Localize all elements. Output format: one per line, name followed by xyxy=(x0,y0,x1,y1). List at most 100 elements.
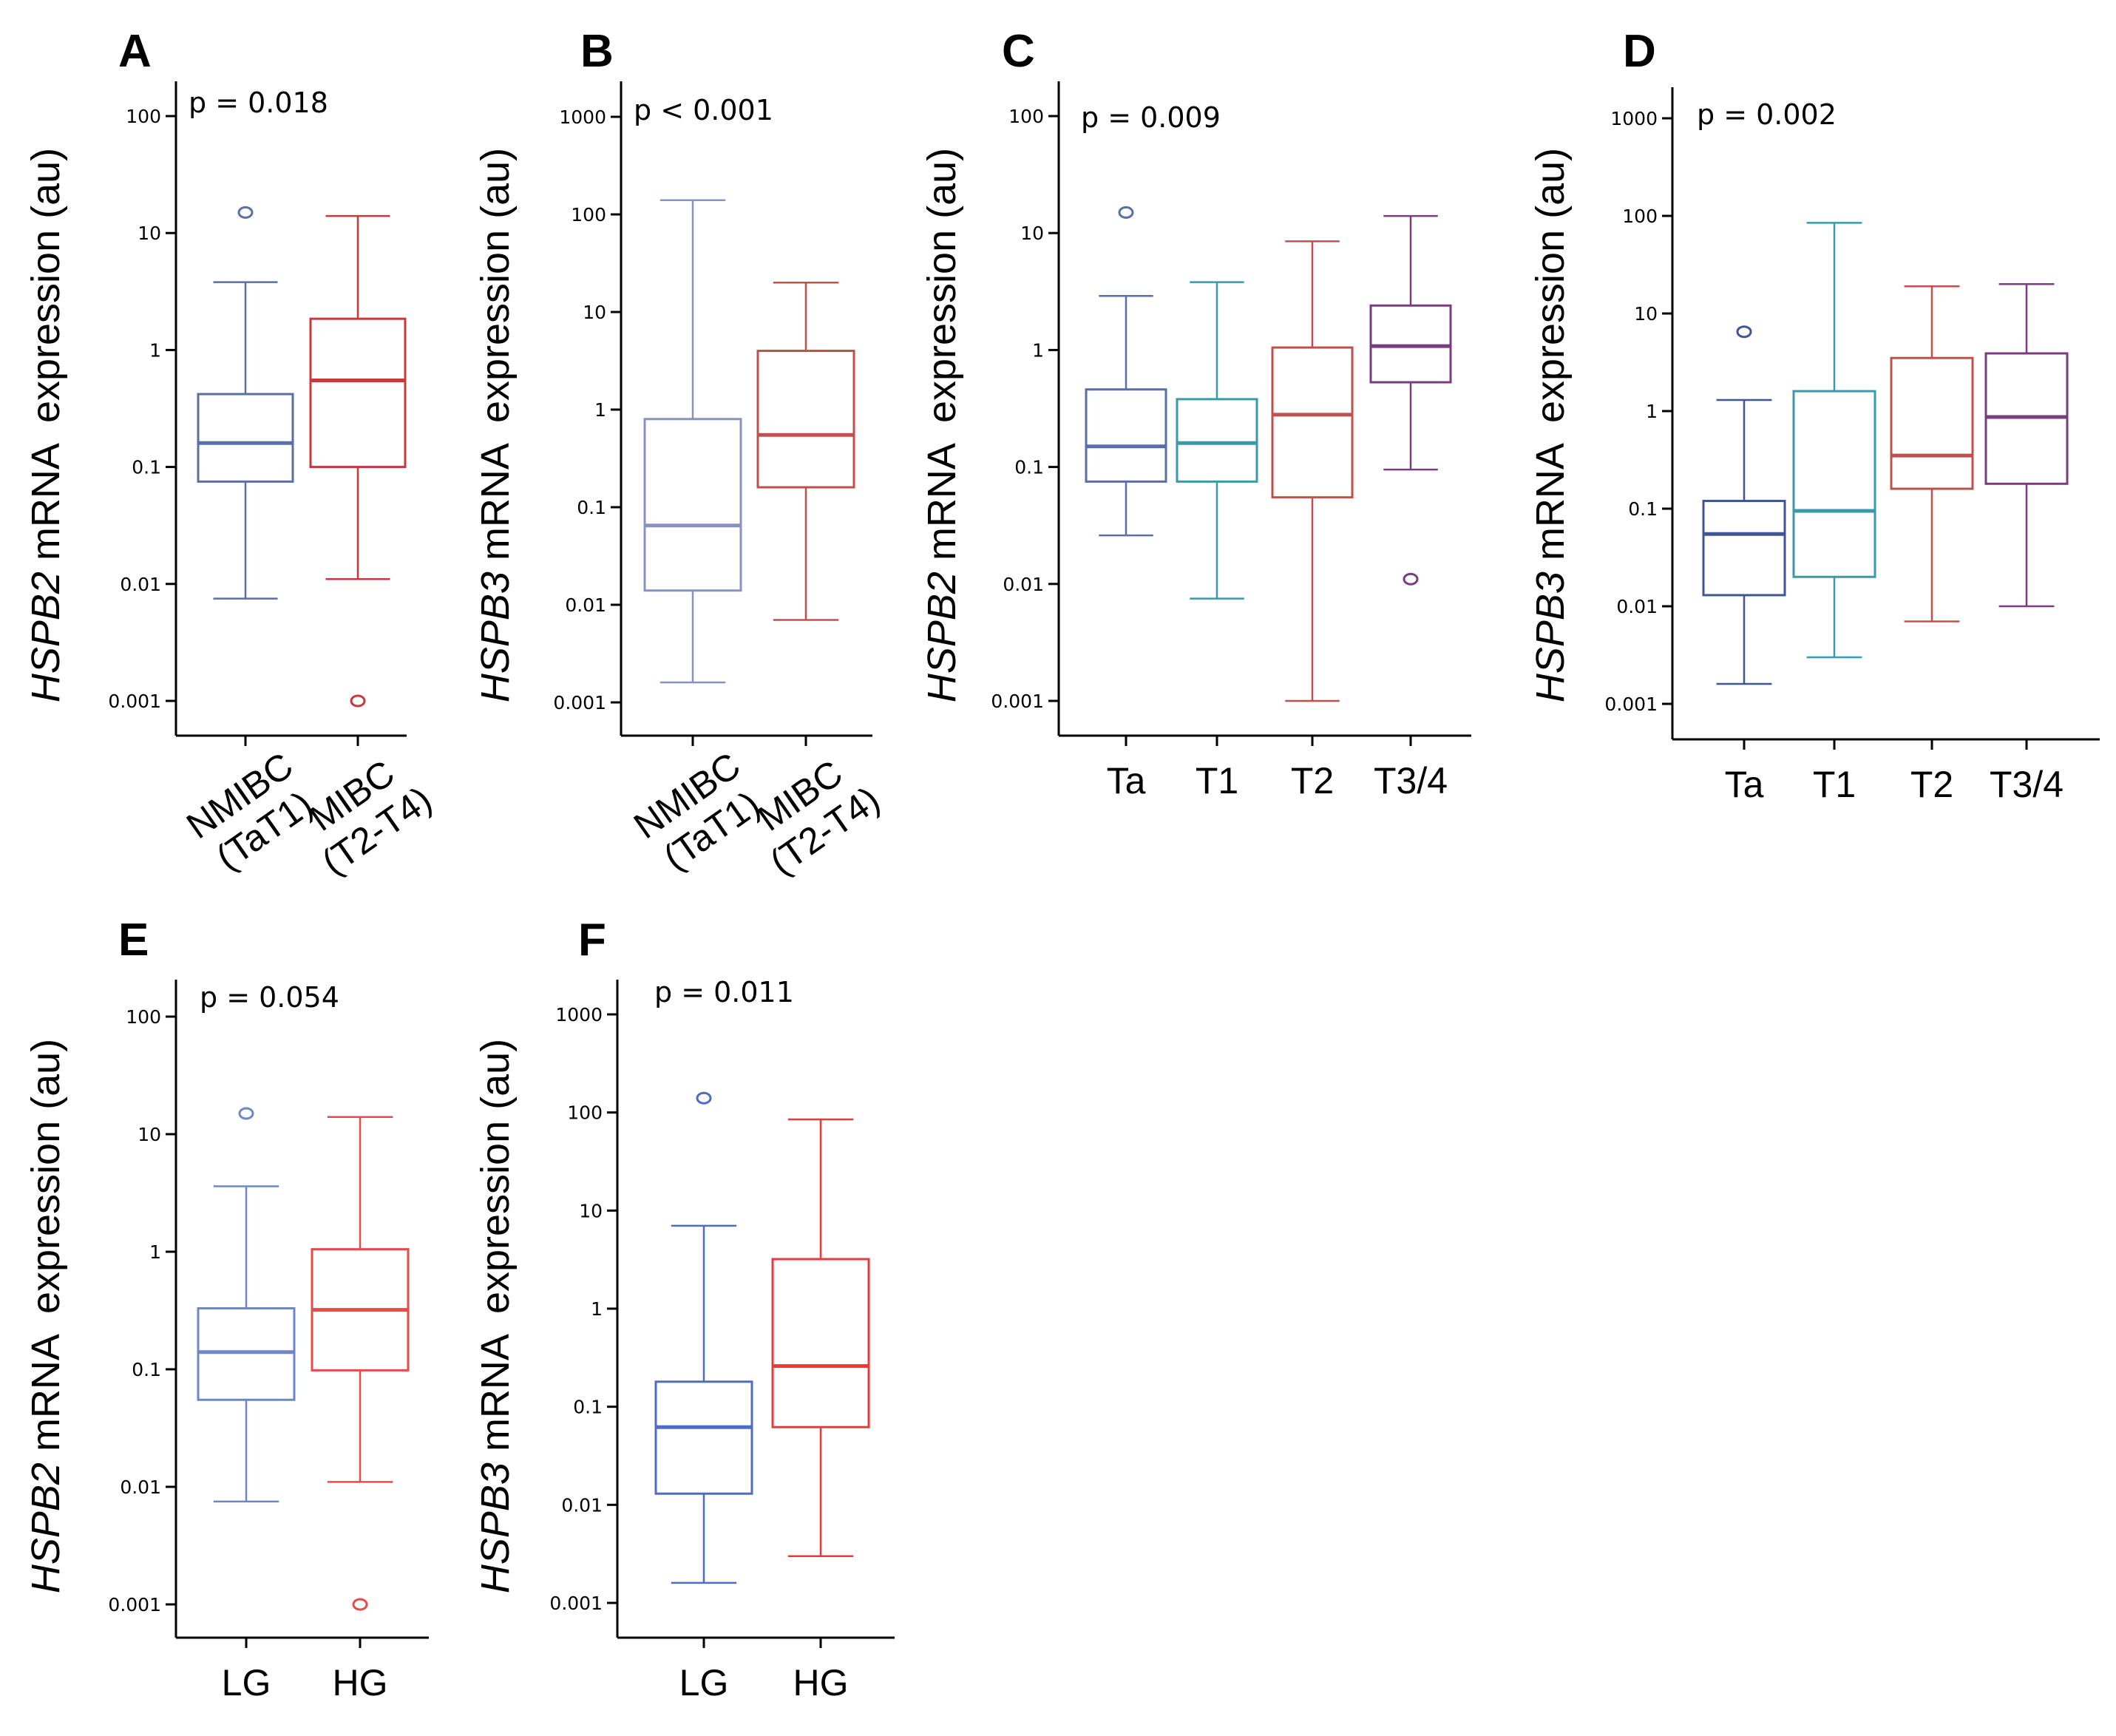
x-category-label: T2 xyxy=(1910,764,1953,805)
y-tick-label: 1000 xyxy=(555,1004,603,1025)
x-category-label: T1 xyxy=(1196,760,1238,801)
y-tick-label: 0.1 xyxy=(577,497,606,518)
y-tick-label: 0.01 xyxy=(1003,574,1044,595)
y-tick-label: 0.01 xyxy=(1616,596,1658,617)
panel-letter: C xyxy=(1002,26,1035,77)
y-axis-label: HSPB3 mRNA expression (au) xyxy=(1528,148,1573,702)
y-tick-label: 1000 xyxy=(559,106,606,128)
y-tick-label: 100 xyxy=(571,204,606,226)
x-category-label: Ta xyxy=(1107,760,1146,801)
x-category-label: T3/4 xyxy=(1990,764,2064,805)
panel-letter: E xyxy=(118,915,149,966)
box-mibc-t2-t4- xyxy=(756,282,855,621)
iqr-box xyxy=(643,418,742,592)
y-tick-label: 0.001 xyxy=(991,691,1044,712)
y-tick-label: 10 xyxy=(583,302,606,323)
y-tick-label: 0.1 xyxy=(1628,498,1658,520)
y-axis-label: HSPB3 mRNA expression (au) xyxy=(473,148,518,702)
box-nmibc-tat1- xyxy=(643,199,742,684)
y-tick-label: 1 xyxy=(591,1298,603,1320)
y-axis-label-gene: HSPB3 xyxy=(1528,572,1573,702)
x-category-label: T3/4 xyxy=(1374,760,1448,801)
y-axis-label-text: mRNA expression (au) xyxy=(24,1039,68,1462)
box-nmibc-tat1- xyxy=(197,206,294,600)
y-axis-label-gene: HSPB2 xyxy=(920,572,964,702)
p-value: p < 0.001 xyxy=(634,94,773,126)
p-value: p = 0.018 xyxy=(189,87,328,119)
outlier-point xyxy=(696,1091,712,1105)
p-value: p = 0.011 xyxy=(654,976,794,1008)
p-value: p = 0.009 xyxy=(1081,101,1221,134)
outlier-point xyxy=(1736,325,1752,339)
y-tick-label: 0.001 xyxy=(553,692,606,713)
panel-e: E 0.001 0.01 0.1 1 10 100 p = 0.054 HSPB2 mRNA e… xyxy=(24,915,429,1703)
iqr-box xyxy=(771,1258,870,1428)
x-category-label: T1 xyxy=(1813,764,1856,805)
y-tick-label: 100 xyxy=(1008,106,1044,127)
outlier-point xyxy=(350,694,366,708)
iqr-box xyxy=(1702,500,1786,597)
x-category-label: HG xyxy=(793,1662,849,1703)
panel-letter: B xyxy=(580,26,614,77)
x-category-label: T2 xyxy=(1291,760,1334,801)
box-t1 xyxy=(1176,281,1258,600)
y-axis-label: HSPB2 mRNA expression (au) xyxy=(24,148,68,702)
iqr-box xyxy=(1369,304,1452,384)
y-axis-label-text: mRNA expression (au) xyxy=(473,148,518,572)
iqr-box xyxy=(1085,388,1167,483)
y-tick-label: 0.01 xyxy=(120,1476,161,1498)
x-category-label: NMIBC(TaT1) xyxy=(179,745,325,882)
y-axis-label-text: mRNA expression (au) xyxy=(1528,148,1573,572)
y-axis-label: HSPB2 mRNA expression (au) xyxy=(24,1039,68,1593)
box-ta xyxy=(1702,325,1786,685)
y-tick-label: 10 xyxy=(1020,223,1044,244)
y-tick-label: 0.001 xyxy=(108,691,161,712)
box-lg xyxy=(654,1091,753,1584)
y-tick-label: 0.1 xyxy=(132,457,161,478)
box-t1 xyxy=(1792,222,1876,659)
y-tick-label: 0.001 xyxy=(108,1594,161,1615)
x-category-label: MIBC(T2-T4) xyxy=(738,743,887,883)
y-tick-label: 1 xyxy=(149,339,161,361)
y-tick-label: 100 xyxy=(567,1102,603,1124)
outlier-point xyxy=(352,1598,368,1611)
y-tick-label: 0.1 xyxy=(1014,457,1044,478)
box-t2 xyxy=(1271,240,1354,702)
panel-d: D 0.001 0.01 0.1 1 10 100 1000 p = 0.002 HSPB3 mR… xyxy=(1528,26,2100,805)
box-hg xyxy=(311,1116,410,1611)
y-axis-label-gene: HSPB3 xyxy=(473,572,518,702)
y-tick-label: 0.001 xyxy=(549,1593,603,1614)
box-t3-4 xyxy=(1984,283,2069,608)
panel-letter: F xyxy=(578,915,606,966)
y-axis-label-gene: HSPB2 xyxy=(24,572,68,702)
x-category-label: Ta xyxy=(1725,764,1764,805)
y-tick-label: 1 xyxy=(594,399,606,421)
y-axis-label-text: mRNA expression (au) xyxy=(473,1039,518,1462)
box-mibc-t2-t4- xyxy=(309,214,407,708)
y-axis-label-text: mRNA expression (au) xyxy=(920,148,964,572)
panel-f: F 0.001 0.01 0.1 1 10 100 1000 p = 0.011 HSPB3 mR… xyxy=(473,915,895,1703)
y-axis-label: HSPB3 mRNA expression (au) xyxy=(473,1039,518,1593)
outlier-point xyxy=(238,1107,254,1120)
y-tick-label: 0.1 xyxy=(573,1397,603,1418)
outlier-point xyxy=(1118,206,1134,219)
panel-b: B 0.001 0.01 0.1 1 10 100 1000 p < 0.001 HSPB3 mR… xyxy=(473,26,887,883)
box-t3-4 xyxy=(1369,214,1452,586)
x-category-label: NMIBC(TaT1) xyxy=(626,745,772,882)
iqr-box xyxy=(197,393,294,483)
x-category-label: LG xyxy=(222,1662,271,1703)
y-tick-label: 10 xyxy=(579,1200,603,1221)
p-value: p = 0.002 xyxy=(1697,98,1837,131)
y-tick-label: 0.01 xyxy=(565,594,606,616)
y-axis-label-text: mRNA expression (au) xyxy=(24,148,68,572)
iqr-box xyxy=(1176,398,1258,483)
y-tick-label: 100 xyxy=(126,1006,161,1028)
y-axis-label: HSPB2 mRNA expression (au) xyxy=(920,148,964,702)
y-tick-label: 0.001 xyxy=(1604,694,1658,715)
x-category-label: MIBC(T2-T4) xyxy=(290,743,439,883)
y-tick-label: 1 xyxy=(149,1241,161,1263)
x-category-label: LG xyxy=(679,1662,729,1703)
y-tick-label: 1000 xyxy=(1610,108,1658,129)
iqr-box xyxy=(197,1307,296,1401)
y-tick-label: 10 xyxy=(1634,303,1658,325)
